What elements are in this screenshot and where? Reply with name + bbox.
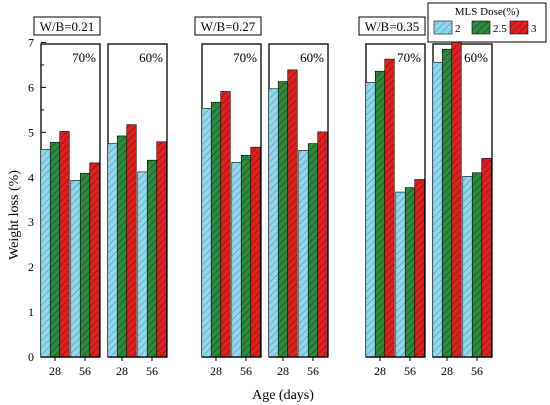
bar-hatch <box>231 162 242 357</box>
bar-hatch <box>50 142 60 357</box>
bar-hatch <box>375 71 385 357</box>
group-label-box <box>33 16 101 36</box>
x-tick-label: 28 <box>441 364 453 378</box>
legend-label: 2.5 <box>493 23 507 35</box>
bar-hatch <box>317 131 328 357</box>
bar-hatch <box>80 173 90 357</box>
bar-hatch <box>462 176 473 357</box>
panel-label: 70% <box>397 50 421 65</box>
bar-hatch <box>432 62 443 357</box>
group-label: W/B=0.21 <box>40 19 95 34</box>
y-tick-label: 7 <box>28 35 34 49</box>
bar-hatch <box>156 141 167 357</box>
panel-label: 60% <box>139 50 163 65</box>
x-tick-label: 56 <box>240 364 252 378</box>
y-tick-label: 4 <box>28 170 34 184</box>
bar-hatch <box>308 143 318 357</box>
legend-swatch-hatch <box>510 21 528 34</box>
x-tick-label: 56 <box>471 364 483 378</box>
panel-label: 70% <box>233 50 257 65</box>
bar-hatch <box>89 162 100 357</box>
bar-hatch <box>481 158 492 357</box>
bar-hatch <box>211 102 221 357</box>
group-label-box <box>194 16 262 36</box>
y-tick-label: 0 <box>28 350 34 364</box>
y-tick-label: 3 <box>28 215 34 229</box>
bar-hatch <box>137 171 148 357</box>
bar-hatch <box>405 187 415 357</box>
bar-hatch <box>220 91 231 357</box>
legend-title: MLS Dose(%) <box>455 6 520 18</box>
panel-label: 60% <box>464 50 488 65</box>
bar-hatch <box>451 37 462 358</box>
legend-swatch-hatch <box>434 21 452 34</box>
legend-label: 2 <box>455 23 461 35</box>
y-tick-label: 6 <box>28 80 34 94</box>
bar-hatch <box>241 155 251 357</box>
bar-hatch <box>298 150 309 357</box>
y-tick-label: 5 <box>28 125 34 139</box>
group-label: W/B=0.27 <box>201 19 256 34</box>
bar-hatch <box>395 192 406 357</box>
y-axis-title: Weight loss (%) <box>7 170 22 260</box>
bar-hatch <box>287 69 298 357</box>
x-tick-label: 56 <box>79 364 91 378</box>
x-tick-label: 56 <box>307 364 319 378</box>
legend-swatch-hatch <box>472 21 490 34</box>
bar-hatch <box>126 124 137 357</box>
legend-label: 3 <box>531 23 537 35</box>
x-axis-title: Age (days) <box>252 388 314 403</box>
x-tick-label: 28 <box>210 364 222 378</box>
legend: MLS Dose(%) 2 2.5 3 <box>427 2 547 43</box>
bar-hatch <box>117 135 127 357</box>
panel-label: 60% <box>300 50 324 65</box>
bar-hatch <box>414 179 425 357</box>
bar-hatch <box>70 180 81 357</box>
x-tick-label: 28 <box>277 364 289 378</box>
x-tick-label: 56 <box>146 364 158 378</box>
bar-hatch <box>384 59 395 357</box>
y-tick-label: 2 <box>28 260 34 274</box>
y-tick-label: 1 <box>28 305 34 319</box>
group-label: W/B=0.35 <box>365 19 420 34</box>
group-label-box <box>358 16 426 36</box>
x-tick-label: 28 <box>116 364 128 378</box>
bar-hatch <box>268 88 279 358</box>
bar-hatch <box>250 147 261 357</box>
bar-hatch <box>59 131 70 357</box>
x-tick-label: 56 <box>404 364 416 378</box>
bar-hatch <box>147 160 157 357</box>
bar-hatch <box>472 172 482 357</box>
bar-hatch <box>278 81 288 358</box>
bar-hatch <box>40 149 51 357</box>
bar-hatch <box>365 82 376 357</box>
x-tick-label: 28 <box>374 364 386 378</box>
bar-hatch <box>107 143 118 357</box>
x-tick-label: 28 <box>49 364 61 378</box>
panel-label: 70% <box>72 50 96 65</box>
bar-hatch <box>442 49 452 357</box>
bar-hatch <box>201 108 212 357</box>
